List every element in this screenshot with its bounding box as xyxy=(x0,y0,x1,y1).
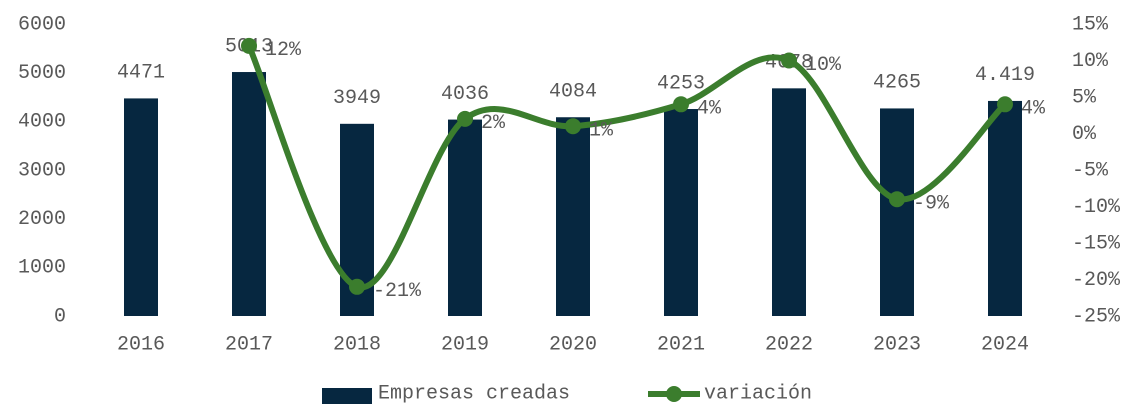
y-tick-label: 0 xyxy=(54,305,66,328)
y-tick-label: 3000 xyxy=(18,159,66,182)
y2-tick-label: 0% xyxy=(1072,123,1097,146)
y2-tick-label: -25% xyxy=(1072,305,1121,328)
bar-label: 4084 xyxy=(549,81,597,104)
x-tick-label: 2023 xyxy=(873,333,921,356)
y-tick-label: 6000 xyxy=(18,13,66,36)
x-tick-label: 2022 xyxy=(765,333,813,356)
y2-tick-label: 10% xyxy=(1072,50,1109,73)
y2-tick-label: -15% xyxy=(1072,232,1121,255)
bar-label: 4265 xyxy=(873,72,921,95)
y2-tick-label: 15% xyxy=(1072,13,1109,36)
bar xyxy=(664,109,698,317)
line-marker xyxy=(457,110,473,127)
bar-label: 4253 xyxy=(657,72,705,95)
legend-label: Empresas creadas xyxy=(378,382,570,404)
y-tick-label: 2000 xyxy=(18,208,66,231)
y2-tick-label: -20% xyxy=(1072,269,1121,292)
bar xyxy=(124,98,158,316)
bar xyxy=(556,117,590,316)
line-marker xyxy=(349,278,365,295)
x-tick-label: 2016 xyxy=(117,333,165,356)
x-tick-label: 2019 xyxy=(441,333,489,356)
line-label: 1% xyxy=(589,119,614,142)
legend-swatch xyxy=(666,386,682,402)
bar xyxy=(988,100,1022,316)
line-label: -9% xyxy=(913,192,950,215)
line-label: 12% xyxy=(265,39,302,62)
line-label: 4% xyxy=(697,98,722,121)
y2-tick-label: -5% xyxy=(1072,159,1109,182)
x-tick-label: 2021 xyxy=(657,333,705,356)
y-tick-label: 1000 xyxy=(18,257,66,280)
bar xyxy=(232,72,266,316)
bar-label: 4.419 xyxy=(975,64,1035,87)
line-marker xyxy=(673,96,689,113)
line-label: 10% xyxy=(805,54,842,77)
y-tick-label: 4000 xyxy=(18,111,66,134)
x-tick-label: 2018 xyxy=(333,333,381,356)
line-marker xyxy=(781,52,797,69)
line-marker xyxy=(241,37,257,54)
bar-label: 4036 xyxy=(441,83,489,106)
line-marker xyxy=(997,96,1013,113)
y2-tick-label: -10% xyxy=(1072,196,1121,219)
line-marker xyxy=(565,118,581,135)
x-tick-label: 2020 xyxy=(549,333,597,356)
y2-tick-label: 5% xyxy=(1072,86,1097,109)
bar xyxy=(880,108,914,316)
line-marker xyxy=(889,191,905,208)
line-label: 2% xyxy=(481,112,506,135)
bar-label: 4471 xyxy=(117,62,165,85)
x-tick-label: 2024 xyxy=(981,333,1029,356)
legend-swatch xyxy=(322,388,372,404)
y-tick-label: 5000 xyxy=(18,62,66,85)
line-label: 4% xyxy=(1021,98,1046,121)
legend-label: variación xyxy=(704,382,812,404)
x-tick-label: 2017 xyxy=(225,333,273,356)
bar xyxy=(772,88,806,316)
line-label: -21% xyxy=(373,280,422,303)
bar-label: 3949 xyxy=(333,87,381,110)
bar xyxy=(448,119,482,317)
